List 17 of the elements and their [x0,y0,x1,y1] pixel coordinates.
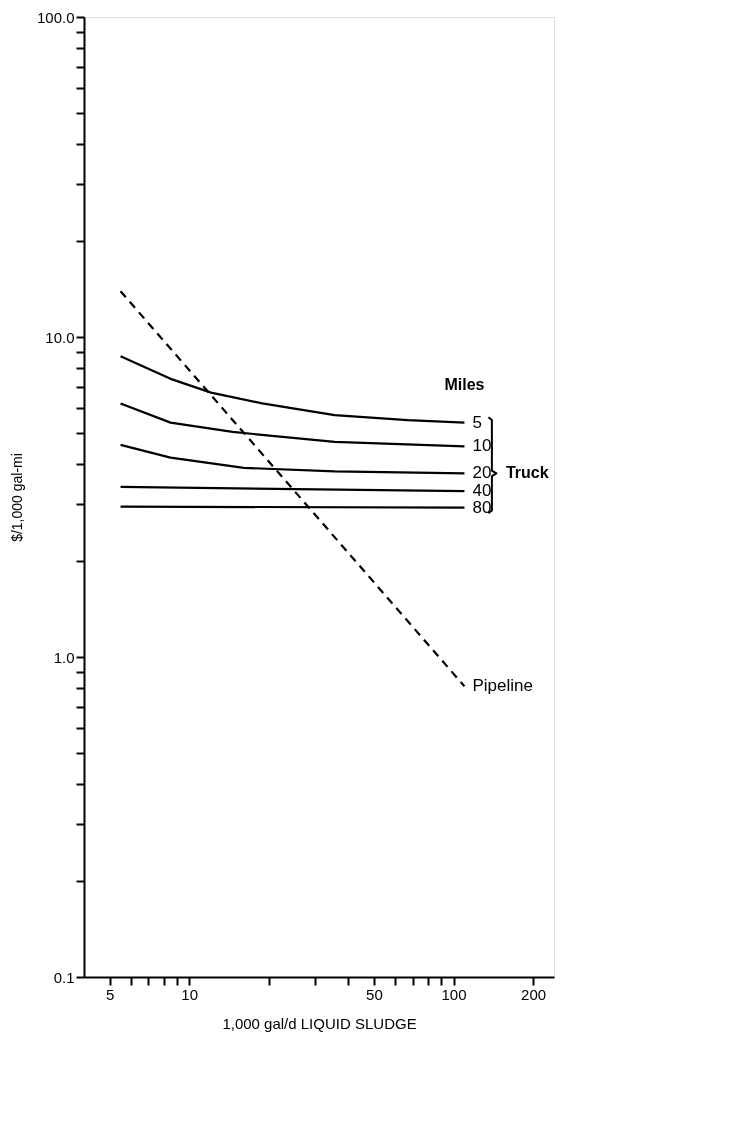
y-axis-title: $/1,000 gal-mi [8,453,25,542]
x-tick-label: 200 [521,985,547,1003]
y-tick-label: 1.0 [53,648,75,666]
x-tick-label: 10 [181,985,199,1003]
y-tick-label: 100.0 [36,8,75,26]
x-tick-label: 5 [105,985,115,1003]
x-tick-label: 50 [366,985,383,1003]
y-tick-label: 10.0 [45,328,75,346]
annotation: Truck [505,464,549,482]
y-tick-label: 0.1 [53,968,75,986]
series-label: 5 [472,412,482,432]
annotation: Miles [444,375,485,393]
series-label: 10 [472,436,492,456]
series-label: 20 [472,463,492,483]
x-axis-title: 1,000 gal/d LIQUID SLUDGE [222,1014,417,1032]
series-label: Pipeline [472,676,533,696]
x-tick-label: 100 [441,985,467,1003]
